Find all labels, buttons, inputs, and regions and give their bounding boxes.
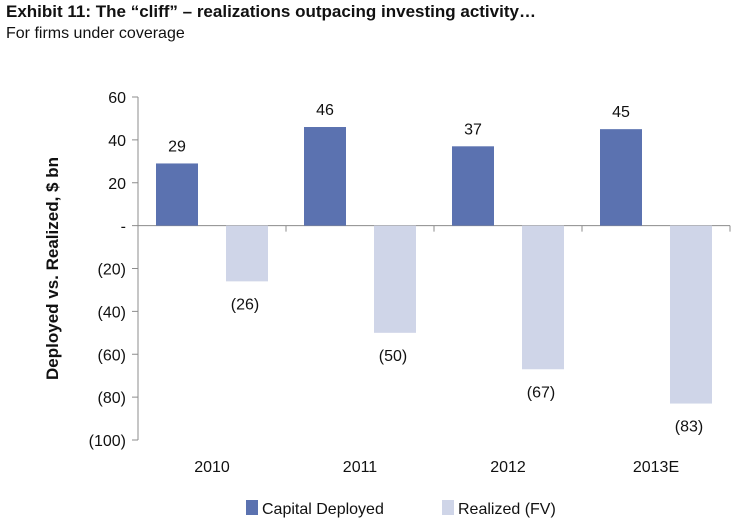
capital-deployed-value-label: 46 xyxy=(316,102,334,119)
y-axis-label: Deployed vs. Realized, $ bn xyxy=(43,157,62,380)
y-tick-label: (60) xyxy=(98,347,126,364)
legend-label-capital-deployed: Capital Deployed xyxy=(262,501,384,518)
capital-deployed-value-label: 37 xyxy=(464,121,482,138)
x-tick-label: 2013E xyxy=(633,459,679,476)
x-tick-label: 2012 xyxy=(490,459,526,476)
chart-axes: 60 40 20 - (20) (40) (60) (80) (100) 2010 2011 2012… xyxy=(43,90,731,476)
x-tick-label: 2011 xyxy=(343,459,378,476)
realized-bar xyxy=(374,225,416,333)
chart-legend: Capital Deployed Realized (FV) xyxy=(246,500,556,518)
capital-deployed-bar xyxy=(304,127,346,226)
chart-subtitle: For firms under coverage xyxy=(6,25,185,42)
y-tick-label: (20) xyxy=(98,262,126,279)
y-tick-label: (80) xyxy=(98,390,126,407)
y-tick-label: (40) xyxy=(98,304,126,321)
legend-swatch-capital-deployed xyxy=(246,500,258,515)
legend-label-realized: Realized (FV) xyxy=(458,501,556,518)
realized-bar xyxy=(670,225,712,404)
realized-bar xyxy=(522,225,564,370)
chart-bars xyxy=(156,127,712,404)
realized-value-label: (67) xyxy=(527,384,555,401)
x-tick-label: 2010 xyxy=(194,459,230,476)
legend-swatch-realized xyxy=(442,500,454,515)
capital-deployed-value-label: 45 xyxy=(612,104,630,121)
realized-value-label: (83) xyxy=(675,419,703,436)
chart-title: Exhibit 11: The “cliff” – realizations o… xyxy=(6,2,536,21)
y-tick-label: 60 xyxy=(108,90,126,107)
capital-deployed-bar xyxy=(452,146,494,226)
y-tick-label: 40 xyxy=(108,133,126,150)
chart-data-labels: 29 46 37 45 (26) (50) (67) (83) xyxy=(168,102,703,436)
realized-bar xyxy=(226,225,268,282)
capital-deployed-value-label: 29 xyxy=(168,138,186,155)
y-tick-label: (100) xyxy=(89,433,126,450)
y-tick-label: - xyxy=(121,219,126,236)
capital-deployed-bar xyxy=(600,129,642,226)
realized-value-label: (50) xyxy=(379,348,407,365)
y-tick-label: 20 xyxy=(108,176,126,193)
capital-deployed-bar xyxy=(156,163,198,226)
realized-value-label: (26) xyxy=(231,296,259,313)
